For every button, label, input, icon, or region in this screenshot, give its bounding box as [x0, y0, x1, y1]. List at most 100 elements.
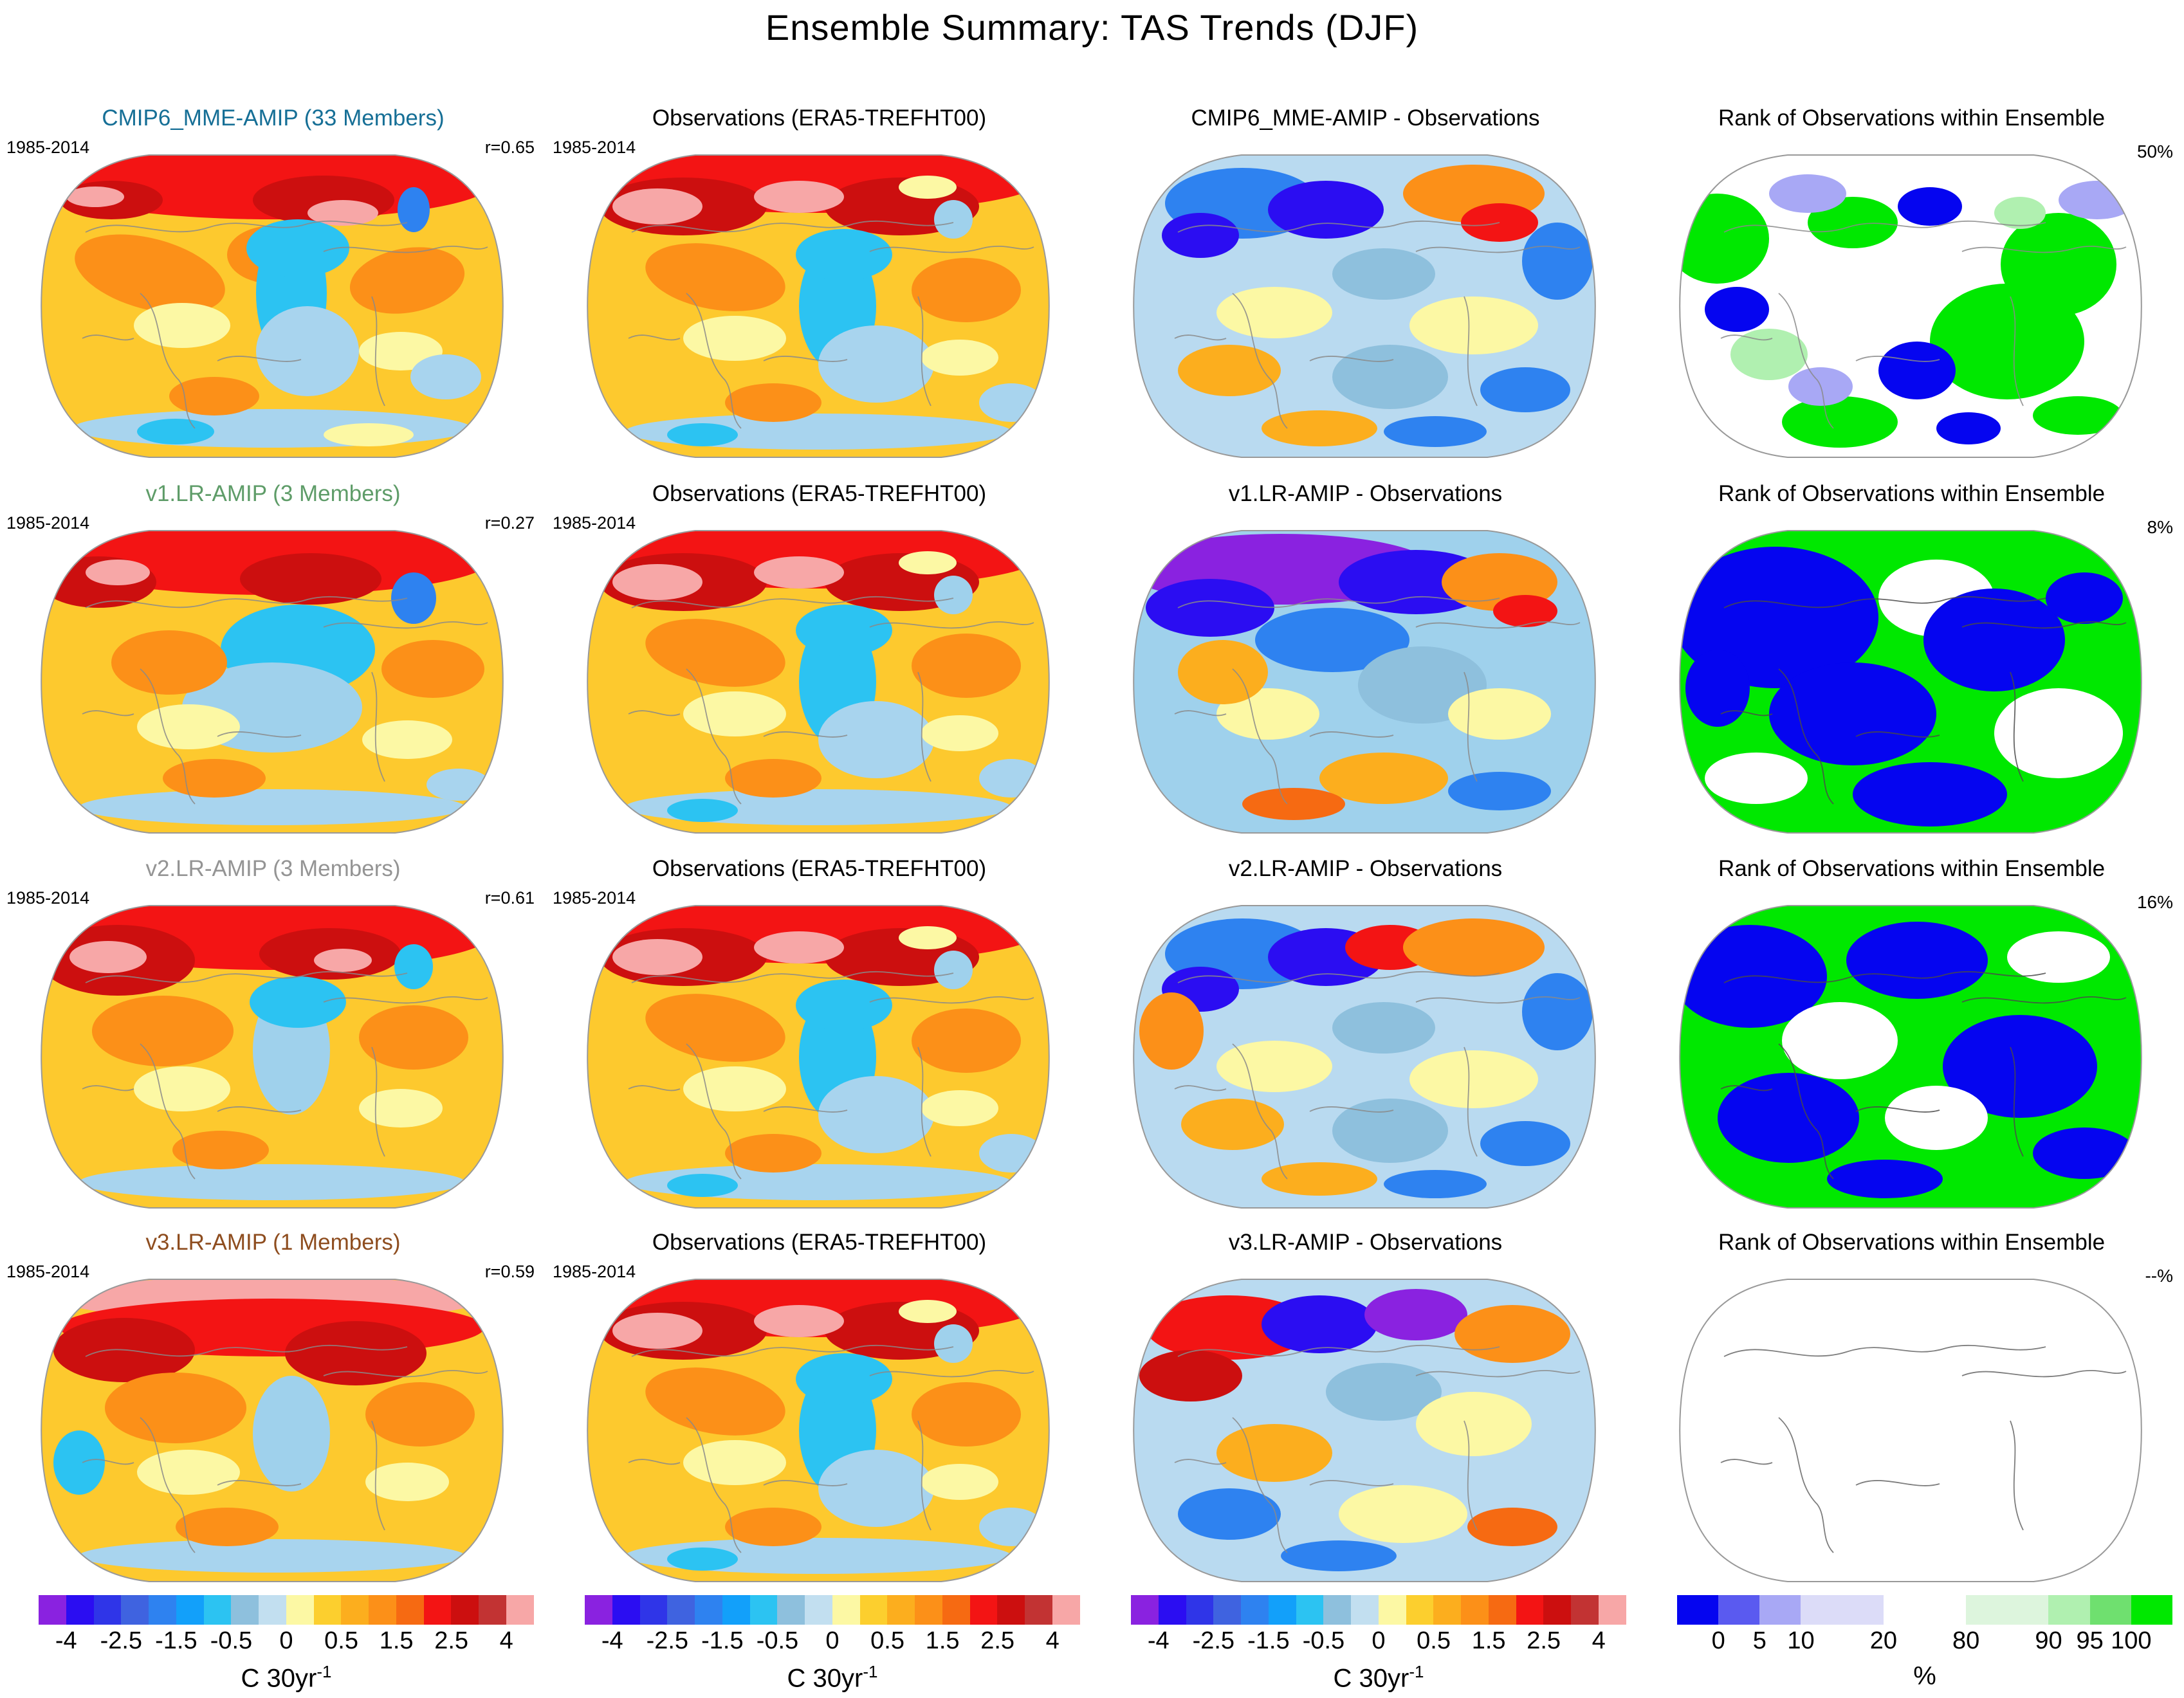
colorbar-segment [1966, 1595, 2049, 1625]
period-label: 1985-2014 [6, 888, 90, 908]
colorbar-unit: C 30yr-1 [787, 1662, 878, 1693]
colorbar-tick-label: 0 [825, 1627, 840, 1654]
colorbar-segment [1213, 1595, 1242, 1625]
colorbar-tick-label: 0.5 [1417, 1627, 1451, 1654]
r-value-label: r=0.65 [484, 138, 535, 157]
colorbar-segment [203, 1595, 232, 1625]
panel-r2-diff: v2.LR-AMIP - Observations [1092, 854, 1638, 1228]
panel-r3-model: v3.LR-AMIP (1 Members) 1985-2014 r=0.59 [0, 1227, 546, 1602]
rank-colorbar: 0 5 10 20 80 90 95 100 % [1677, 1595, 2172, 1697]
panel-r3-rank: Rank of Observations within Ensemble --% [1638, 1227, 2184, 1602]
colorbar-segment [1158, 1595, 1186, 1625]
colorbar-tick-label: 0 [1372, 1627, 1386, 1654]
rank-title: Rank of Observations within Ensemble [1718, 1230, 2106, 1255]
colorbar-segment [1025, 1595, 1053, 1625]
colorbar-segment [149, 1595, 176, 1625]
colorbar-segment [1461, 1595, 1489, 1625]
colorbar-tick-label: -4 [601, 1627, 623, 1654]
colorbar-tick-label: -1.5 [701, 1627, 744, 1654]
colorbar-ticks: -4 -2.5 -1.5 -0.5 0 0.5 1.5 2.5 4 [1131, 1627, 1626, 1658]
r-value-label: r=0.27 [484, 513, 535, 533]
rank-percent-label: 16% [2136, 892, 2173, 912]
colorbar-segment [66, 1595, 94, 1625]
colorbar-tick-label: -1.5 [155, 1627, 197, 1654]
panel-r2-rank: Rank of Observations within Ensemble 16% [1638, 854, 2184, 1228]
obs-title: Observations (ERA5-TREFHT00) [652, 481, 987, 506]
colorbar-segment [612, 1595, 640, 1625]
panel-r3-obs: Observations (ERA5-TREFHT00) 1985-2014 [546, 1227, 1092, 1602]
map-r0-model [18, 145, 526, 467]
map-r1-rank [1656, 521, 2165, 843]
map-r1-model [18, 521, 526, 843]
period-label: 1985-2014 [553, 513, 636, 533]
colorbar-tick-label: -2.5 [646, 1627, 689, 1654]
map-r0-rank [1656, 145, 2165, 467]
colorbar-segment [695, 1595, 722, 1625]
panel-r0-rank: Rank of Observations within Ensemble 50% [1638, 103, 2184, 478]
colorbar-tick-label: 5 [1752, 1627, 1766, 1654]
colorbar-segment [451, 1595, 479, 1625]
colorbar-segment [667, 1595, 695, 1625]
colorbar-ticks: 0 5 10 20 80 90 95 100 [1677, 1627, 2172, 1658]
colorbar-tick-label: 2.5 [1527, 1627, 1561, 1654]
period-label: 1985-2014 [553, 1262, 636, 1281]
diff-title: v2.LR-AMIP - Observations [1228, 856, 1503, 881]
colorbar-segment [749, 1595, 778, 1625]
colorbar-segment [341, 1595, 369, 1625]
colorbar-segment [1801, 1595, 1884, 1625]
panel-r1-rank: Rank of Observations within Ensemble 8% [1638, 479, 2184, 854]
colorbar-segment [1718, 1595, 1760, 1625]
colorbar-ticks: -4 -2.5 -1.5 -0.5 0 0.5 1.5 2.5 4 [39, 1627, 534, 1658]
colorbar-segment [396, 1595, 424, 1625]
model-title: v2.LR-AMIP (3 Members) [145, 856, 401, 881]
rank-percent-label: 8% [2147, 517, 2173, 537]
colorbar-tick-label: -2.5 [100, 1627, 143, 1654]
colorbar-segment [2131, 1595, 2172, 1625]
colorbar-tick-label: 4 [1592, 1627, 1606, 1654]
period-label: 1985-2014 [553, 888, 636, 908]
colorbar-segment [805, 1595, 832, 1625]
period-label: 1985-2014 [6, 1262, 90, 1281]
temperature-colorbar-2: -4 -2.5 -1.5 -0.5 0 0.5 1.5 2.5 4 C 30yr-1 [585, 1595, 1080, 1697]
map-r3-difference [1110, 1270, 1619, 1591]
colorbar-segment [313, 1595, 342, 1625]
period-label: 1985-2014 [553, 138, 636, 157]
colorbar-tick-label: 1.5 [925, 1627, 960, 1654]
temperature-colorbar-1: -4 -2.5 -1.5 -0.5 0 0.5 1.5 2.5 4 C 30yr-1 [39, 1595, 534, 1697]
colorbar-tick-label: 0 [279, 1627, 293, 1654]
colorbar-segment [2089, 1595, 2131, 1625]
colorbar-swatches [1131, 1595, 1626, 1625]
colorbar-segment [1323, 1595, 1352, 1625]
colorbar-segment [259, 1595, 286, 1625]
colorbar-segment [506, 1595, 534, 1625]
colorbar-unit: C 30yr-1 [1333, 1662, 1424, 1693]
colorbar-segment [423, 1595, 452, 1625]
map-r2-model [18, 896, 526, 1218]
model-title: v3.LR-AMIP (1 Members) [145, 1230, 401, 1255]
colorbar-tick-label: 90 [2035, 1627, 2062, 1654]
colorbar-unit: C 30yr-1 [241, 1662, 332, 1693]
colorbar-tick-label: 4 [1045, 1627, 1060, 1654]
colorbar-segment [176, 1595, 204, 1625]
colorbar-segment [1052, 1595, 1080, 1625]
colorbar-tick-label: 0 [1711, 1627, 1725, 1654]
colorbar-segment [231, 1595, 259, 1625]
obs-title: Observations (ERA5-TREFHT00) [652, 105, 987, 131]
panel-r0-obs: Observations (ERA5-TREFHT00) 1985-2014 [546, 103, 1092, 478]
colorbar-swatches [585, 1595, 1080, 1625]
colorbar-segment [121, 1595, 149, 1625]
colorbar-segment [969, 1595, 998, 1625]
colorbar-tick-label: 1.5 [1471, 1627, 1506, 1654]
panel-r2-obs: Observations (ERA5-TREFHT00) 1985-2014 [546, 854, 1092, 1228]
colorbar-segment [1186, 1595, 1214, 1625]
colorbar-tick-label: -0.5 [210, 1627, 253, 1654]
map-r3-observations [564, 1270, 1072, 1591]
colorbar-segment [1516, 1595, 1544, 1625]
period-label: 1985-2014 [6, 513, 90, 533]
map-r0-observations [564, 145, 1072, 467]
colorbar-segment [832, 1595, 860, 1625]
colorbar-segment [1131, 1595, 1159, 1625]
panel-r2-model: v2.LR-AMIP (3 Members) 1985-2014 r=0.61 [0, 854, 546, 1228]
colorbar-segment [1268, 1595, 1296, 1625]
map-r1-observations [564, 521, 1072, 843]
